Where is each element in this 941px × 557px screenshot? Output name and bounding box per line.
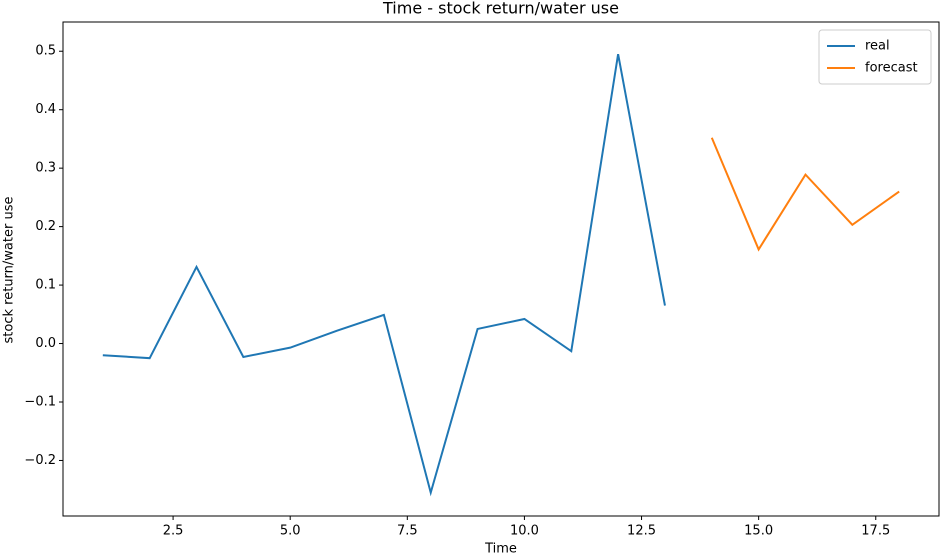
y-tick-label: −0.2 xyxy=(24,453,56,468)
y-tick-label: 0.4 xyxy=(35,102,56,117)
x-tick-label: 15.0 xyxy=(744,524,773,539)
x-axis-label: Time xyxy=(484,542,517,557)
x-tick-label: 2.5 xyxy=(163,524,184,539)
legend-label: forecast xyxy=(865,61,918,76)
x-tick-label: 17.5 xyxy=(861,524,890,539)
plot-frame xyxy=(62,21,940,517)
line-series xyxy=(710,137,900,252)
y-tick-label: 0.2 xyxy=(35,219,56,234)
y-tick-label: 0.5 xyxy=(35,44,56,59)
y-tick-label: −0.1 xyxy=(24,395,56,410)
line-series xyxy=(102,53,666,497)
x-tick-label: 10.0 xyxy=(510,524,539,539)
y-axis-label: stock return/water use xyxy=(2,197,17,344)
x-tick-label: 12.5 xyxy=(627,524,656,539)
x-tick-label: 5.0 xyxy=(280,524,301,539)
y-tick-label: 0.0 xyxy=(35,336,56,351)
y-tick-label: 0.1 xyxy=(35,278,56,293)
y-tick-label: 0.3 xyxy=(35,161,56,176)
x-tick-label: 7.5 xyxy=(397,524,418,539)
chart-title: Time - stock return/water use xyxy=(382,0,619,18)
legend-box xyxy=(818,29,932,85)
legend-label: real xyxy=(865,39,890,54)
